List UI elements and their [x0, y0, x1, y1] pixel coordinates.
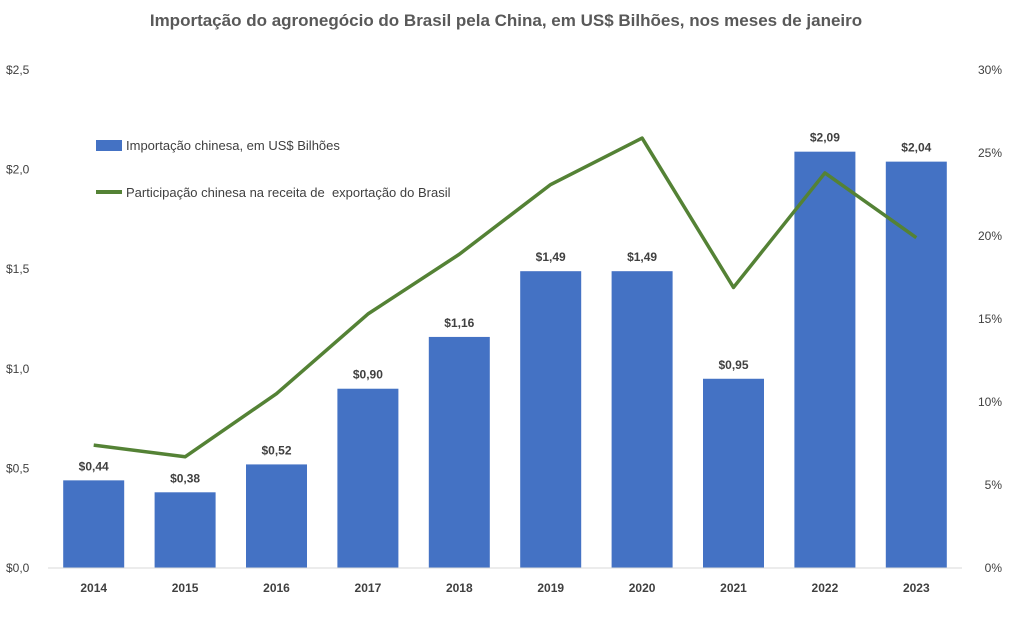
x-tick-2023: 2023 [903, 581, 930, 595]
data-label-2015: $0,38 [170, 471, 200, 485]
y-left-tick-4: $2,0 [6, 163, 30, 177]
x-tick-2014: 2014 [80, 581, 107, 595]
y-right-tick-1: 5% [985, 478, 1003, 492]
bars-layer [63, 151, 947, 568]
y-right-tick-6: 30% [978, 63, 1002, 77]
bar-2017 [337, 388, 399, 568]
bar-2014 [63, 480, 125, 568]
y-right-tick-5: 25% [978, 146, 1002, 160]
data-label-2016: $0,52 [261, 443, 291, 457]
bar-2018 [428, 336, 490, 568]
y-left-tick-3: $1,5 [6, 262, 30, 276]
bar-2020 [611, 271, 673, 568]
legend: Importação chinesa, em US$ Bilhões Parti… [96, 138, 451, 200]
bar-2019 [520, 271, 582, 568]
legend-bar-swatch [96, 140, 122, 151]
x-tick-2021: 2021 [720, 581, 747, 595]
chart-title: Importação do agronegócio do Brasil pela… [150, 11, 862, 30]
data-label-2019: $1,49 [536, 250, 566, 264]
data-label-2022: $2,09 [810, 131, 840, 145]
data-label-2023: $2,04 [901, 141, 931, 155]
x-tick-2016: 2016 [263, 581, 290, 595]
x-tick-2020: 2020 [629, 581, 656, 595]
y-right-tick-0: 0% [985, 561, 1003, 575]
bar-2023 [885, 161, 947, 568]
x-tick-2018: 2018 [446, 581, 473, 595]
x-tick-2022: 2022 [812, 581, 839, 595]
y-right-tick-3: 15% [978, 312, 1002, 326]
x-tick-2015: 2015 [172, 581, 199, 595]
data-label-2020: $1,49 [627, 250, 657, 264]
x-tick-2017: 2017 [355, 581, 382, 595]
data-label-2018: $1,16 [444, 316, 474, 330]
bar-2016 [246, 464, 307, 568]
y-left-tick-0: $0,0 [6, 561, 30, 575]
y-left-tick-5: $2,5 [6, 63, 30, 77]
y-left-tick-2: $1,0 [6, 362, 30, 376]
data-label-2021: $0,95 [718, 358, 748, 372]
legend-line-label: Participação chinesa na receita de expor… [126, 185, 451, 200]
axes-layer: 2014 2015 2016 2017 2018 2019 2020 2021 2022 2023… [6, 63, 1002, 595]
x-tick-2019: 2019 [537, 581, 564, 595]
data-label-2014: $0,44 [79, 459, 109, 473]
data-labels-layer: $0,44 $0,38 $0,52 $0,90 $1,16 $1,49 $1,49 $0,95… [79, 131, 932, 486]
y-right-tick-4: 20% [978, 229, 1002, 243]
bar-2022 [794, 151, 856, 568]
line-layer [93, 136, 918, 459]
participation-line [93, 136, 918, 459]
y-left-tick-1: $0,5 [6, 461, 30, 475]
bar-2015 [154, 492, 216, 568]
legend-bar-label: Importação chinesa, em US$ Bilhões [126, 138, 340, 153]
bar-2021 [703, 378, 764, 568]
y-right-tick-2: 10% [978, 395, 1002, 409]
data-label-2017: $0,90 [353, 368, 383, 382]
